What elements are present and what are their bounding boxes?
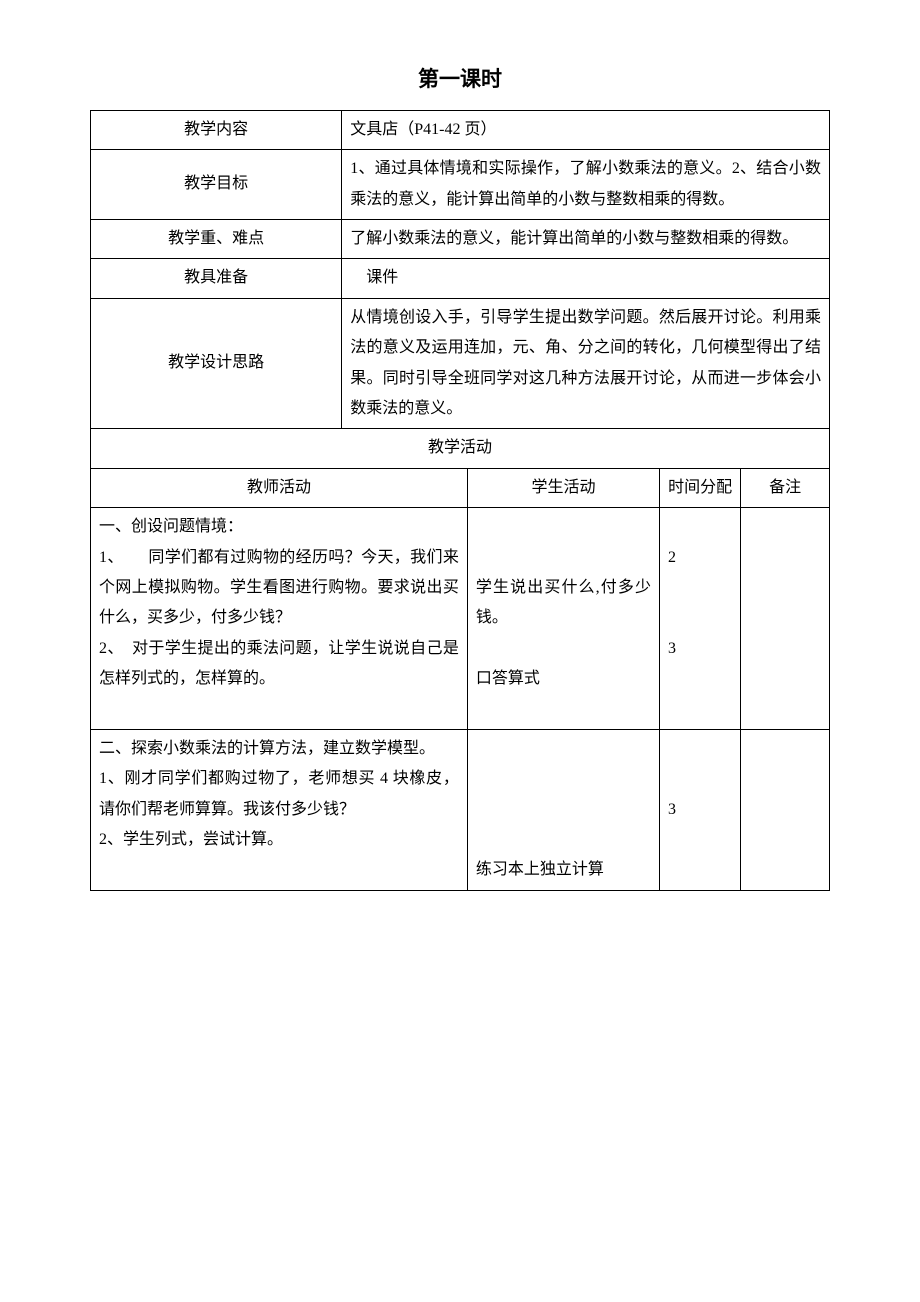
row-sub-headers: 教师活动 学生活动 时间分配 备注 (91, 468, 830, 507)
activity-row-0: 一、创设问题情境： 1、 同学们都有过购物的经历吗？今天，我们来个网上模拟购物。… (91, 508, 830, 730)
label-goal: 教学目标 (91, 150, 342, 220)
label-content: 教学内容 (91, 110, 342, 149)
student-cell-1: 练习本上独立计算 (467, 729, 659, 890)
row-activity-header: 教学活动 (91, 429, 830, 468)
value-content: 文具店（P41-42 页） (342, 110, 830, 149)
value-goal: 1、通过具体情境和实际操作，了解小数乘法的意义。2、结合小数乘法的意义，能计算出… (342, 150, 830, 220)
page-title: 第一课时 (90, 60, 830, 100)
value-focus: 了解小数乘法的意义，能计算出简单的小数与整数相乘的得数。 (342, 220, 830, 259)
note-cell-1 (741, 729, 830, 890)
lesson-plan-table: 教学内容 文具店（P41-42 页） 教学目标 1、通过具体情境和实际操作，了解… (90, 110, 830, 891)
teacher-cell-1: 二、探索小数乘法的计算方法，建立数学模型。1、刚才同学们都购过物了，老师想买 4… (91, 729, 468, 890)
label-tools: 教具准备 (91, 259, 342, 298)
row-tools: 教具准备 课件 (91, 259, 830, 298)
header-student: 学生活动 (467, 468, 659, 507)
activity-row-1: 二、探索小数乘法的计算方法，建立数学模型。1、刚才同学们都购过物了，老师想买 4… (91, 729, 830, 890)
time-cell-0: 2 3 (660, 508, 741, 730)
activity-header: 教学活动 (91, 429, 830, 468)
label-focus: 教学重、难点 (91, 220, 342, 259)
header-teacher: 教师活动 (91, 468, 468, 507)
note-cell-0 (741, 508, 830, 730)
header-note: 备注 (741, 468, 830, 507)
row-focus: 教学重、难点 了解小数乘法的意义，能计算出简单的小数与整数相乘的得数。 (91, 220, 830, 259)
header-time: 时间分配 (660, 468, 741, 507)
time-cell-1: 3 (660, 729, 741, 890)
teacher-cell-0: 一、创设问题情境： 1、 同学们都有过购物的经历吗？今天，我们来个网上模拟购物。… (91, 508, 468, 730)
row-design: 教学设计思路 从情境创设入手，引导学生提出数学问题。然后展开讨论。利用乘法的意义… (91, 298, 830, 429)
label-design: 教学设计思路 (91, 298, 342, 429)
row-goal: 教学目标 1、通过具体情境和实际操作，了解小数乘法的意义。2、结合小数乘法的意义… (91, 150, 830, 220)
student-cell-0: 学生说出买什么,付多少钱。 口答算式 (467, 508, 659, 730)
row-content: 教学内容 文具店（P41-42 页） (91, 110, 830, 149)
value-tools: 课件 (342, 259, 830, 298)
value-design: 从情境创设入手，引导学生提出数学问题。然后展开讨论。利用乘法的意义及运用连加，元… (342, 298, 830, 429)
